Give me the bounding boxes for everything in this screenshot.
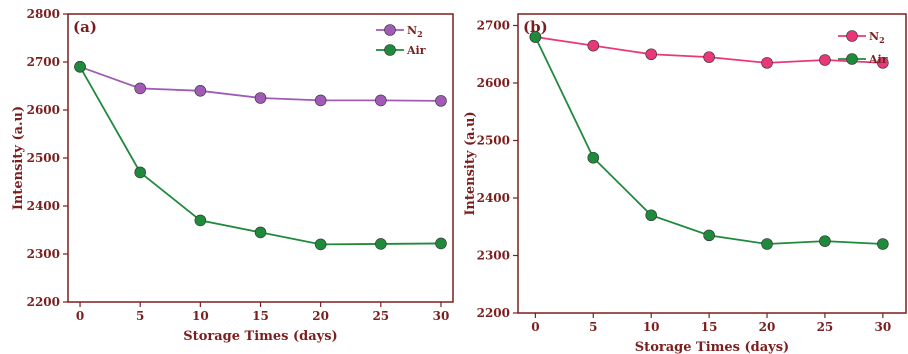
y-tick-label: 2400 (27, 199, 60, 213)
y-tick-label: 2500 (477, 134, 510, 148)
y-tick-label: 2200 (27, 295, 60, 309)
data-point (375, 94, 387, 107)
data-point (877, 57, 889, 69)
y-tick-label: 2300 (27, 247, 60, 261)
x-tick-label: 5 (136, 309, 144, 323)
x-axis-label: Storage Times (days) (183, 329, 337, 344)
y-axis-label: Intensity (a.u) (11, 106, 26, 210)
data-point (645, 48, 657, 61)
legend-label-subscript: 2 (879, 35, 885, 45)
legend-label: Air (868, 53, 888, 66)
x-tick-label: 15 (252, 309, 269, 323)
x-tick-label: 25 (372, 309, 389, 323)
data-point (645, 209, 657, 222)
data-point (375, 238, 387, 250)
x-tick-label: 30 (874, 320, 891, 334)
y-tick-label: 2500 (27, 151, 60, 165)
series-air (74, 61, 447, 251)
y-tick-label: 2300 (477, 249, 510, 263)
series-n (74, 61, 447, 107)
x-tick-label: 30 (433, 309, 450, 323)
data-point (877, 238, 889, 250)
data-point (74, 61, 86, 73)
legend-label: Air (406, 44, 426, 57)
data-point (314, 94, 327, 107)
legend-marker (846, 53, 858, 65)
legend-marker (384, 24, 396, 36)
series-n (529, 31, 889, 69)
y-axis-label: Intensity (a.u) (463, 111, 478, 215)
data-point (134, 166, 146, 179)
y-tick-label: 2600 (27, 103, 60, 117)
legend-entry: N2 (838, 30, 885, 45)
legend-entry: Air (376, 44, 426, 57)
legend-marker (846, 30, 858, 42)
data-point (435, 95, 447, 107)
data-point (703, 51, 715, 63)
panel-label: (b) (523, 18, 548, 36)
x-tick-label: 20 (759, 320, 776, 334)
x-tick-label: 10 (192, 309, 209, 323)
y-tick-label: 2700 (477, 19, 510, 33)
legend-marker (384, 44, 396, 56)
legend-entry: Air (838, 53, 888, 66)
data-point (314, 238, 327, 251)
y-tick-label: 2400 (477, 191, 510, 205)
panel-label: (a) (73, 18, 97, 36)
x-tick-label: 20 (312, 309, 329, 323)
data-point (254, 92, 267, 104)
data-point (254, 226, 267, 239)
x-tick-label: 5 (589, 320, 597, 334)
x-tick-label: 0 (76, 309, 84, 323)
y-tick-label: 2600 (477, 76, 510, 90)
series-line (534, 36, 883, 245)
data-point (819, 54, 831, 66)
data-point (819, 235, 831, 247)
data-point (194, 214, 207, 227)
x-tick-label: 15 (701, 320, 718, 334)
data-point (587, 151, 600, 164)
y-tick-label: 2200 (477, 306, 510, 320)
data-point (761, 238, 773, 250)
plot-frame (67, 13, 454, 303)
data-point (134, 82, 146, 95)
legend-label: N2 (869, 30, 885, 45)
data-point (435, 237, 447, 250)
x-tick-label: 10 (643, 320, 660, 334)
y-tick-label: 2800 (27, 7, 60, 21)
data-point (529, 31, 542, 43)
x-tick-label: 0 (531, 320, 539, 334)
data-point (587, 39, 600, 52)
data-point (703, 229, 715, 242)
data-point (194, 85, 207, 97)
x-tick-label: 25 (817, 320, 834, 334)
chart-panel-1: (b) 2200 2300 2400 2500 2600 2700 0 5 10 15 20 25 30 S… (463, 13, 907, 354)
legend-label: N2 (407, 24, 423, 39)
legend-label-subscript: 2 (417, 29, 423, 39)
plot-frame (517, 13, 907, 314)
y-tick-label: 2700 (27, 55, 60, 69)
chart-panel-0: (a) 2200 2300 2400 2500 2600 2700 2800 0 5 10 15 20 2… (11, 7, 454, 344)
legend-entry: N2 (376, 24, 423, 39)
data-point (761, 57, 773, 69)
x-axis-label: Storage Times (days) (635, 340, 789, 354)
series-air (529, 31, 889, 250)
